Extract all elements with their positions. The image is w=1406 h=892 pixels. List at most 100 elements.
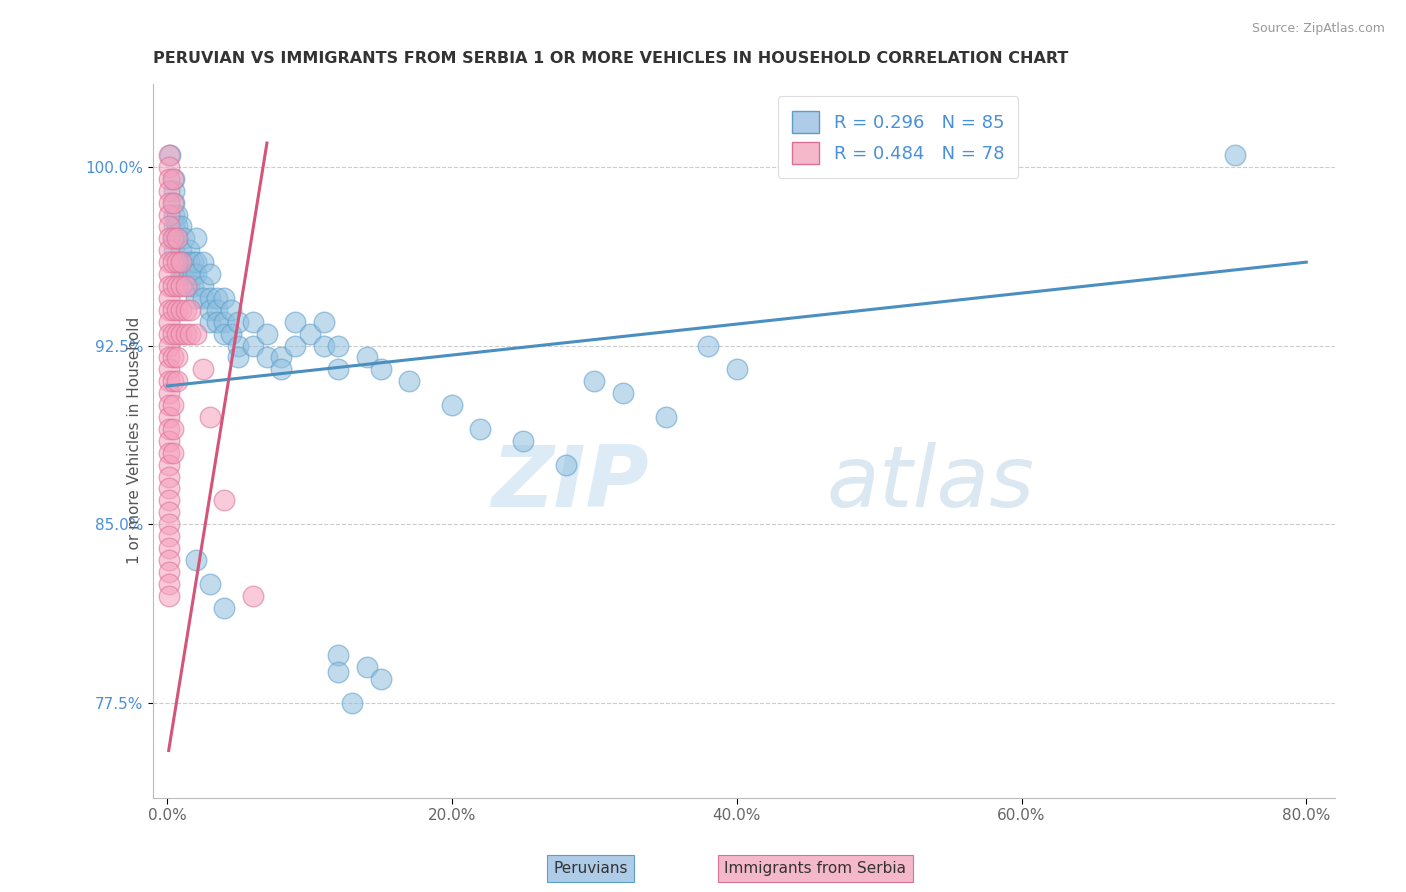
Text: Peruvians: Peruvians bbox=[554, 861, 627, 876]
Point bbox=[157, 219, 180, 234]
Point bbox=[612, 386, 634, 401]
Point bbox=[157, 302, 180, 317]
Point bbox=[162, 398, 184, 412]
Point bbox=[162, 446, 184, 460]
Point bbox=[157, 171, 180, 186]
Point bbox=[159, 148, 181, 162]
Point bbox=[157, 576, 180, 591]
Point bbox=[256, 351, 278, 365]
Point bbox=[221, 302, 243, 317]
Point bbox=[157, 279, 180, 293]
Point bbox=[157, 160, 180, 174]
Point bbox=[184, 255, 207, 269]
Point bbox=[284, 315, 307, 329]
Point bbox=[583, 374, 606, 388]
Point bbox=[157, 291, 180, 305]
Point bbox=[370, 672, 392, 686]
Point bbox=[162, 326, 184, 341]
Point bbox=[326, 362, 349, 376]
Point bbox=[157, 529, 180, 543]
Point bbox=[177, 244, 200, 258]
Text: Source: ZipAtlas.com: Source: ZipAtlas.com bbox=[1251, 22, 1385, 36]
Point bbox=[170, 255, 193, 269]
Point bbox=[242, 589, 264, 603]
Point bbox=[170, 302, 193, 317]
Point bbox=[173, 231, 195, 245]
Point bbox=[198, 267, 221, 281]
Point bbox=[162, 255, 184, 269]
Point bbox=[157, 231, 180, 245]
Point bbox=[157, 184, 180, 198]
Point bbox=[157, 351, 180, 365]
Point bbox=[342, 696, 364, 710]
Text: ZIP: ZIP bbox=[492, 442, 650, 525]
Point bbox=[163, 184, 186, 198]
Point bbox=[256, 326, 278, 341]
Point bbox=[356, 351, 378, 365]
Point bbox=[170, 244, 193, 258]
Point bbox=[242, 338, 264, 352]
Point bbox=[163, 207, 186, 221]
Point bbox=[157, 505, 180, 519]
Point bbox=[184, 291, 207, 305]
Point bbox=[157, 469, 180, 483]
Point bbox=[157, 386, 180, 401]
Point bbox=[298, 326, 321, 341]
Point bbox=[157, 244, 180, 258]
Point bbox=[163, 219, 186, 234]
Point bbox=[166, 351, 188, 365]
Point bbox=[166, 219, 188, 234]
Point bbox=[184, 231, 207, 245]
Point bbox=[157, 589, 180, 603]
Point bbox=[157, 374, 180, 388]
Point bbox=[198, 409, 221, 424]
Point bbox=[198, 291, 221, 305]
Point bbox=[163, 195, 186, 210]
Point bbox=[166, 279, 188, 293]
Point bbox=[157, 338, 180, 352]
Point bbox=[162, 374, 184, 388]
Point bbox=[166, 302, 188, 317]
Point bbox=[184, 267, 207, 281]
Point bbox=[157, 458, 180, 472]
Point bbox=[228, 315, 250, 329]
Point bbox=[170, 219, 193, 234]
Point bbox=[157, 398, 180, 412]
Point bbox=[312, 315, 335, 329]
Point bbox=[162, 279, 184, 293]
Point bbox=[166, 374, 188, 388]
Point bbox=[157, 565, 180, 579]
Point bbox=[157, 195, 180, 210]
Point bbox=[173, 255, 195, 269]
Text: atlas: atlas bbox=[827, 442, 1035, 525]
Point bbox=[163, 171, 186, 186]
Point bbox=[179, 302, 201, 317]
Point bbox=[166, 231, 188, 245]
Point bbox=[212, 600, 235, 615]
Point bbox=[177, 255, 200, 269]
Point bbox=[555, 458, 578, 472]
Text: Immigrants from Serbia: Immigrants from Serbia bbox=[724, 861, 907, 876]
Point bbox=[184, 326, 207, 341]
Point bbox=[326, 665, 349, 679]
Point bbox=[157, 326, 180, 341]
Point bbox=[181, 255, 204, 269]
Point bbox=[157, 422, 180, 436]
Point bbox=[177, 279, 200, 293]
Legend: R = 0.296   N = 85, R = 0.484   N = 78: R = 0.296 N = 85, R = 0.484 N = 78 bbox=[778, 96, 1018, 178]
Point bbox=[725, 362, 748, 376]
Point bbox=[228, 351, 250, 365]
Point bbox=[157, 493, 180, 508]
Point bbox=[212, 315, 235, 329]
Point bbox=[326, 648, 349, 662]
Point bbox=[157, 148, 180, 162]
Point bbox=[157, 409, 180, 424]
Text: PERUVIAN VS IMMIGRANTS FROM SERBIA 1 OR MORE VEHICLES IN HOUSEHOLD CORRELATION C: PERUVIAN VS IMMIGRANTS FROM SERBIA 1 OR … bbox=[153, 51, 1069, 66]
Point bbox=[470, 422, 492, 436]
Point bbox=[174, 302, 197, 317]
Point bbox=[163, 244, 186, 258]
Point bbox=[179, 326, 201, 341]
Point bbox=[440, 398, 463, 412]
Y-axis label: 1 or more Vehicles in Household: 1 or more Vehicles in Household bbox=[127, 318, 142, 565]
Point bbox=[184, 553, 207, 567]
